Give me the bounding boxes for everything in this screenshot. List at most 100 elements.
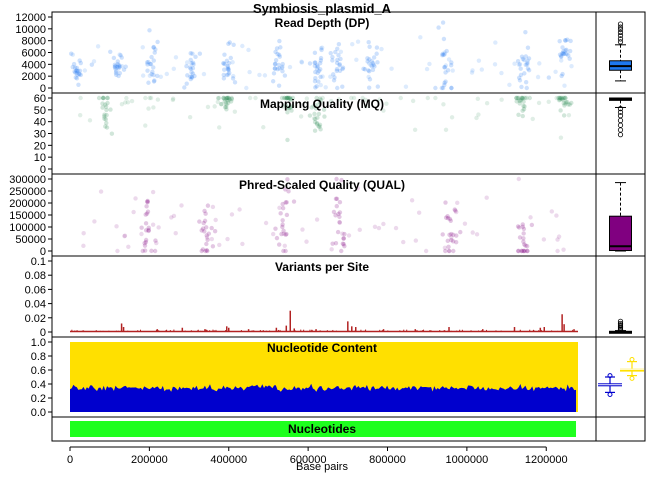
data-point — [563, 101, 568, 106]
data-point — [283, 248, 288, 254]
data-point — [280, 69, 285, 74]
y-tick-label: 12000 — [15, 12, 46, 24]
data-point — [333, 240, 339, 246]
data-point — [148, 95, 154, 101]
data-point — [449, 237, 454, 243]
data-point — [189, 61, 194, 66]
data-point — [320, 95, 325, 101]
data-point — [560, 51, 565, 56]
data-point — [312, 119, 318, 125]
data-point — [201, 220, 206, 226]
data-point — [360, 95, 365, 101]
y-tick-label: 0 — [40, 83, 46, 95]
data-point — [442, 64, 448, 70]
data-point — [440, 85, 446, 91]
data-point — [184, 60, 190, 65]
data-point — [280, 64, 285, 69]
data-point — [566, 112, 572, 118]
data-point — [151, 72, 156, 78]
data-point — [566, 53, 571, 58]
data-point — [275, 51, 280, 57]
data-point — [151, 65, 156, 70]
data-point — [524, 85, 529, 91]
data-point — [104, 95, 110, 101]
data-point — [143, 228, 149, 233]
data-point — [184, 64, 189, 69]
data-point — [190, 66, 196, 71]
data-point — [317, 124, 322, 129]
panel-vps: 0 0.02 0.04 0.06 0.08 0.1 Variants per Site — [25, 255, 646, 339]
data-point — [516, 75, 522, 80]
data-point — [311, 116, 317, 121]
data-point — [335, 46, 340, 52]
plot-area — [70, 310, 578, 333]
data-point — [412, 127, 418, 132]
data-point — [418, 35, 423, 40]
data-point — [567, 56, 572, 61]
data-point — [563, 48, 568, 53]
data-point — [448, 218, 453, 223]
data-point — [221, 61, 226, 66]
boxplot-outlier — [617, 29, 624, 35]
data-point — [367, 57, 372, 62]
data-point — [521, 99, 526, 104]
data-point — [115, 59, 120, 64]
data-point — [148, 61, 153, 67]
data-point — [89, 62, 95, 67]
boxplot-box — [609, 215, 632, 252]
data-point — [567, 48, 573, 54]
data-point — [328, 74, 333, 79]
data-point — [284, 95, 290, 101]
panel-title: Variants per Site — [275, 260, 369, 274]
data-point — [273, 226, 278, 231]
data-point — [226, 95, 231, 101]
data-point — [313, 69, 318, 75]
data-point — [374, 51, 379, 56]
x-tick-label: 1200000 — [525, 454, 568, 466]
data-point — [521, 106, 527, 112]
data-point — [228, 99, 234, 104]
x-tick-label: 1000000 — [445, 454, 488, 466]
data-point — [270, 79, 276, 84]
data-point — [449, 60, 454, 65]
data-point — [443, 70, 448, 75]
data-point — [567, 102, 572, 107]
y-tick-label: 8000 — [22, 36, 46, 48]
data-point — [522, 242, 527, 247]
data-point — [113, 72, 119, 77]
data-point — [70, 64, 75, 70]
data-point — [314, 95, 319, 101]
data-point — [224, 72, 230, 78]
data-point — [226, 41, 231, 46]
data-point — [454, 233, 459, 238]
data-point — [200, 226, 206, 231]
data-point — [144, 211, 150, 216]
data-point — [366, 68, 371, 73]
y-tick-label: 0 — [40, 327, 46, 339]
data-point — [314, 122, 320, 127]
data-point — [70, 52, 75, 57]
data-point — [312, 63, 318, 69]
data-point — [440, 20, 446, 25]
data-point — [284, 200, 289, 205]
data-point — [155, 97, 161, 102]
data-point — [170, 97, 176, 103]
data-point — [520, 108, 525, 113]
data-point — [182, 85, 187, 90]
data-point — [484, 195, 489, 200]
data-point — [556, 95, 561, 101]
data-point — [439, 85, 445, 91]
data-point — [318, 55, 324, 61]
data-point — [74, 76, 80, 81]
data-point — [221, 76, 227, 81]
data-point — [116, 73, 121, 79]
data-point — [535, 74, 541, 80]
y-tick-label: 60 — [34, 93, 46, 105]
data-point — [78, 72, 83, 78]
data-point — [288, 96, 293, 102]
data-point — [458, 229, 463, 235]
data-point — [124, 95, 129, 101]
y-tick-label: 200000 — [9, 198, 46, 210]
